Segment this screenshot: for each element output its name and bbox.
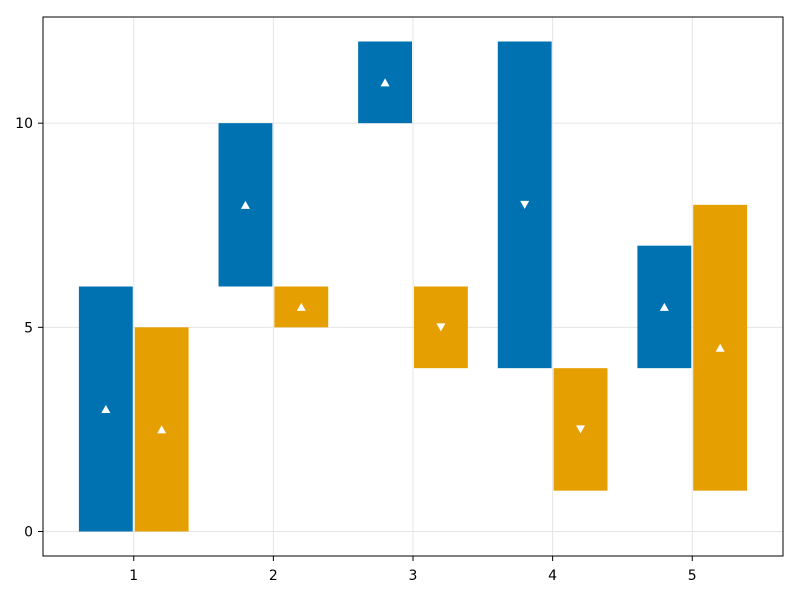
up-triangle-icon — [157, 425, 167, 434]
x-axis-ticks: 1 2 3 4 5 — [129, 556, 697, 584]
x-tick-label: 2 — [269, 568, 278, 584]
direction-markers — [101, 78, 725, 434]
up-triangle-icon — [715, 343, 725, 352]
up-triangle-icon — [380, 78, 390, 87]
down-triangle-icon — [576, 425, 586, 434]
y-tick-label: 5 — [24, 320, 33, 336]
up-triangle-icon — [101, 405, 111, 413]
up-triangle-icon — [659, 302, 669, 311]
y-tick-label: 0 — [24, 525, 33, 541]
y-tick-label: 10 — [15, 116, 33, 132]
x-tick-label: 1 — [129, 568, 138, 584]
x-tick-label: 5 — [688, 568, 697, 584]
down-triangle-icon — [436, 323, 446, 332]
up-triangle-icon — [240, 200, 250, 209]
y-axis-ticks: 0 5 10 — [15, 116, 43, 541]
x-tick-label: 4 — [548, 568, 557, 584]
down-triangle-icon — [520, 200, 530, 209]
x-tick-label: 3 — [409, 568, 418, 584]
up-triangle-icon — [296, 302, 306, 311]
